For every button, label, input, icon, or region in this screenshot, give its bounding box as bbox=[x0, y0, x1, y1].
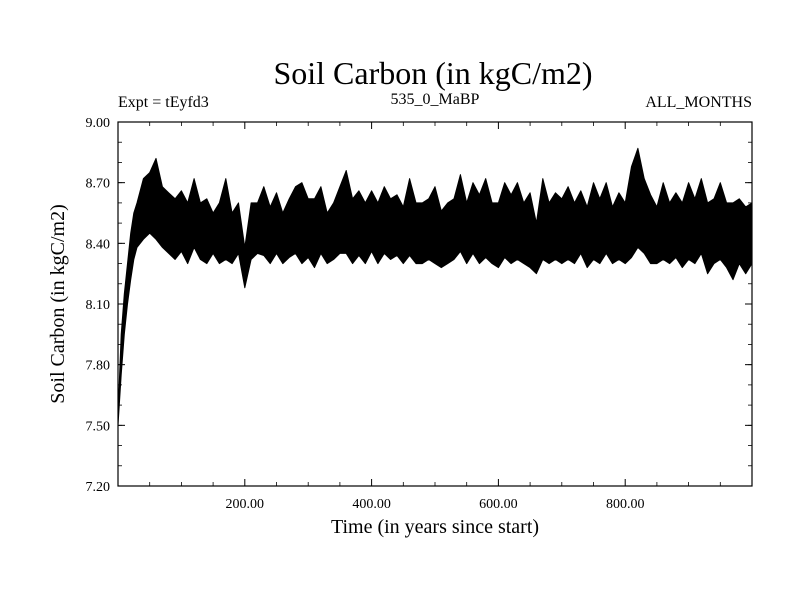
y-tick-label: 7.20 bbox=[86, 480, 111, 495]
months-label: ALL_MONTHS bbox=[645, 94, 752, 111]
plot-frame bbox=[117, 121, 753, 487]
y-tick-label: 7.50 bbox=[86, 419, 111, 434]
y-tick-label: 8.10 bbox=[86, 298, 111, 313]
x-axis-label: Time (in years since start) bbox=[331, 516, 539, 538]
period-label: 535_0_MaBP bbox=[391, 91, 480, 108]
x-tick-label: 400.00 bbox=[352, 497, 391, 512]
experiment-label: Expt = tEyfd3 bbox=[118, 94, 209, 111]
x-tick-label: 200.00 bbox=[226, 497, 265, 512]
x-tick-label: 800.00 bbox=[606, 497, 645, 512]
y-tick-label: 7.80 bbox=[86, 359, 111, 374]
y-tick-label: 8.40 bbox=[86, 237, 111, 252]
data-layer bbox=[117, 147, 753, 426]
x-tick-label: 600.00 bbox=[479, 497, 518, 512]
y-tick-label: 8.70 bbox=[86, 177, 111, 192]
y-tick-label: 9.00 bbox=[86, 116, 111, 131]
tick-layer: 7.20 7.50 7.80 8.10 8.40 8.70 9.00 200.00 400.00… bbox=[86, 116, 752, 512]
chart-title: Soil Carbon (in kgC/m2) bbox=[273, 55, 592, 91]
y-axis-label: Soil Carbon (in kgC/m2) bbox=[47, 204, 69, 403]
series-band-0 bbox=[117, 147, 753, 426]
